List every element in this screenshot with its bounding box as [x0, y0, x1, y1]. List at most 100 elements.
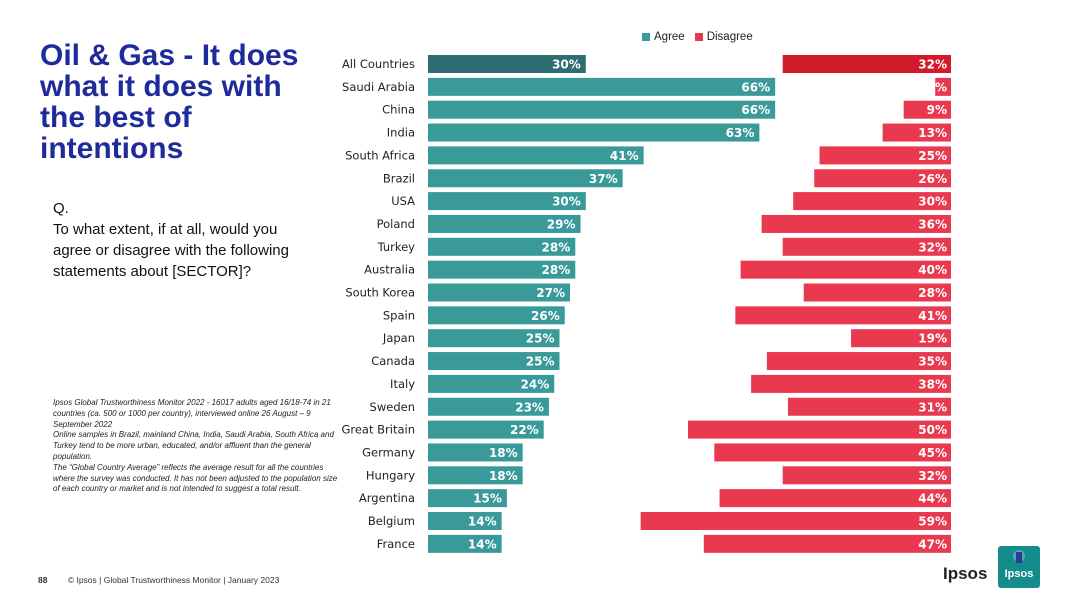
agree-bar [428, 123, 760, 142]
agree-value-label: 63% [726, 126, 755, 140]
agree-bar [428, 329, 560, 348]
agree-value-label: 37% [589, 172, 618, 186]
agree-value-label: 27% [536, 286, 565, 300]
agree-value-label: 14% [468, 537, 497, 551]
category-label: Australia [364, 263, 415, 277]
disagree-bar [787, 397, 951, 416]
disagree-bar [688, 420, 951, 439]
category-label: France [377, 537, 415, 551]
disagree-bar [751, 374, 951, 393]
legend-swatch-disagree [694, 33, 703, 41]
agree-bar [428, 306, 565, 325]
category-label: Japan [382, 331, 415, 345]
legend-label-disagree: Disagree [706, 31, 753, 43]
disagree-bar [819, 146, 951, 165]
category-label: South Africa [345, 148, 415, 162]
agree-bar [428, 169, 623, 188]
disagree-value-label: 35% [918, 355, 947, 369]
disagree-value-label: 45% [918, 446, 947, 460]
category-label: India [387, 126, 415, 140]
disagree-value-label: 32% [918, 58, 947, 72]
category-label: China [382, 103, 415, 117]
agree-bar [428, 192, 586, 211]
agree-bar [428, 100, 776, 119]
disagree-bar [766, 352, 951, 371]
disagree-bar [882, 123, 951, 142]
disagree-value-label: 30% [918, 195, 947, 209]
category-label: Canada [371, 354, 415, 368]
category-label: Saudi Arabia [342, 80, 415, 94]
disagree-value-label: 47% [918, 537, 947, 551]
disagree-bar [782, 466, 951, 485]
agree-bar [428, 146, 644, 165]
category-label: Spain [383, 308, 415, 322]
question-prefix: Q. [53, 200, 69, 217]
agree-bar [428, 374, 555, 393]
disagree-value-label: 9% [927, 103, 947, 117]
disagree-value-label: 31% [918, 400, 947, 414]
footer: 88 © Ipsos | Global Trustworthiness Moni… [38, 575, 279, 585]
agree-value-label: 23% [515, 400, 544, 414]
agree-value-label: 41% [610, 149, 639, 163]
disagree-bar [803, 283, 951, 302]
page-number: 88 [38, 575, 48, 585]
ipsos-logo-icon [1013, 550, 1025, 563]
question-text: To what extent, if at all, would you agr… [53, 221, 289, 280]
category-label: Hungary [366, 468, 415, 482]
disagree-bar [903, 100, 951, 119]
disagree-bar [714, 443, 951, 462]
agree-bar [428, 466, 523, 485]
category-label: USA [391, 194, 415, 208]
agree-value-label: 30% [552, 195, 581, 209]
disagree-bar [814, 169, 951, 188]
disagree-value-label: 28% [918, 286, 947, 300]
disagree-value-label: 38% [918, 377, 947, 391]
disagree-value-label: 50% [918, 423, 947, 437]
disagree-value-label: 25% [918, 149, 947, 163]
footer-text: © Ipsos | Global Trustworthiness Monitor… [67, 575, 280, 585]
legend-item-agree: Agree [642, 31, 685, 43]
note-paragraph: The “Global Country Average” reflects th… [53, 462, 338, 494]
legend-item-disagree: Disagree [694, 31, 753, 43]
disagree-value-label: 32% [918, 469, 947, 483]
agree-bar [428, 489, 507, 508]
category-label: Poland [377, 217, 415, 231]
agree-bar [428, 397, 549, 416]
agree-value-label: 22% [510, 423, 539, 437]
agree-bar [428, 260, 576, 279]
ipsos-logo: Ipsos [998, 546, 1040, 588]
disagree-value-label: 13% [918, 126, 947, 140]
agree-value-label: 24% [521, 377, 550, 391]
category-label: Sweden [370, 400, 415, 414]
agree-bar [428, 352, 560, 371]
disagree-bar [735, 306, 951, 325]
disagree-bar [782, 237, 951, 256]
category-label: South Korea [345, 286, 415, 300]
disagree-bar [793, 192, 951, 211]
agree-bar [428, 237, 576, 256]
disagree-bar [851, 329, 951, 348]
agree-bar [428, 214, 581, 233]
ipsos-logo-text: Ipsos [1004, 568, 1034, 580]
disagree-bar [719, 489, 951, 508]
category-label: Argentina [359, 491, 415, 505]
agree-value-label: 66% [741, 80, 770, 94]
category-label: Great Britain [341, 423, 415, 437]
page-title: Oil & Gas - It does what it does with th… [40, 39, 299, 165]
category-label: Belgium [368, 514, 415, 528]
disagree-value-label: % [935, 80, 947, 94]
methodology-note: Ipsos Global Trustworthiness Monitor 202… [53, 398, 338, 495]
category-label: All Countries [342, 57, 415, 71]
disagree-value-label: 32% [918, 240, 947, 254]
disagree-bar [703, 534, 951, 553]
disagree-value-label: 36% [918, 217, 947, 231]
agree-bar [428, 77, 776, 96]
legend-swatch-agree [642, 33, 650, 41]
agree-value-label: 28% [542, 240, 571, 254]
category-label: Brazil [383, 171, 415, 185]
note-paragraph: Ipsos Global Trustworthiness Monitor 202… [53, 398, 331, 429]
disagree-value-label: 41% [918, 309, 947, 323]
legend-label-agree: Agree [654, 31, 685, 43]
agree-bar [428, 420, 544, 439]
agree-value-label: 29% [547, 217, 576, 231]
